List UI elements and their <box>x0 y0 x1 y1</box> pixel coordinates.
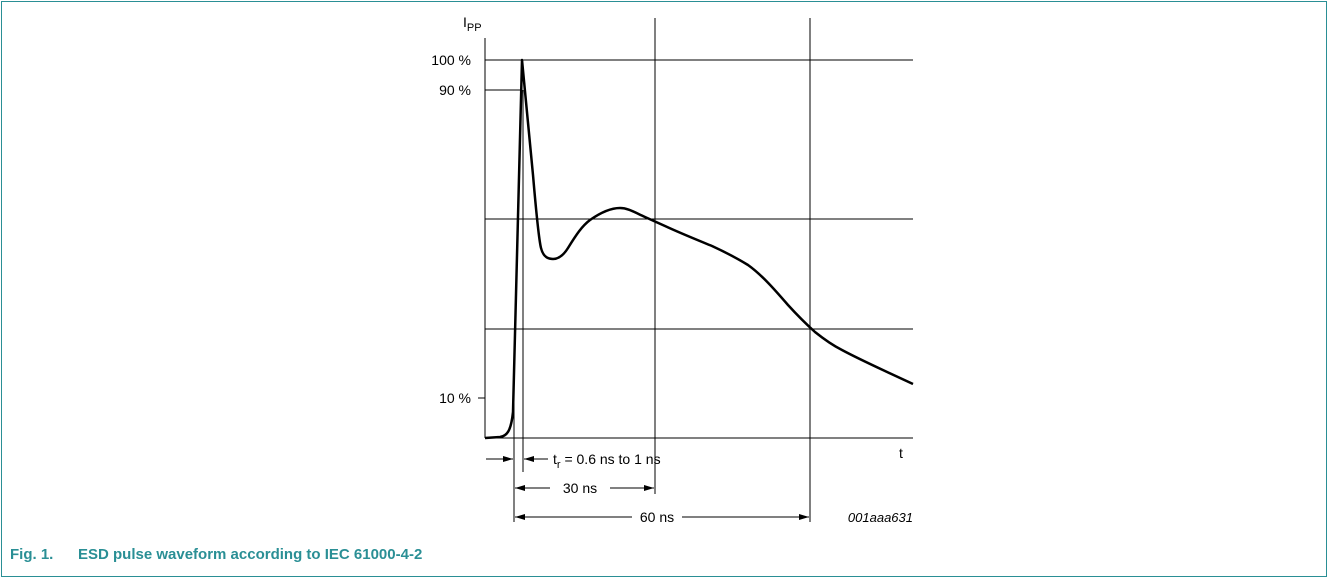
interval-60-label: 60 ns <box>640 509 674 525</box>
figure-number: Fig. 1. <box>10 546 54 563</box>
interval-30-label: 30 ns <box>563 480 597 496</box>
y-axis-title: IPP <box>463 14 482 34</box>
y-tick-10: 10 % <box>439 390 471 406</box>
y-tick-100: 100 % <box>431 52 471 68</box>
x-axis-title: t <box>899 445 903 461</box>
pulse-waveform <box>484 58 914 440</box>
rise-time-label: tr = 0.6 ns to 1 ns <box>553 451 661 471</box>
figure-caption: Fig. 1. ESD pulse waveform according to I… <box>10 546 422 563</box>
drawing-code: 001aaa631 <box>848 510 913 525</box>
figure-title: ESD pulse waveform according to IEC 6100… <box>78 546 423 563</box>
y-tick-90: 90 % <box>439 82 471 98</box>
